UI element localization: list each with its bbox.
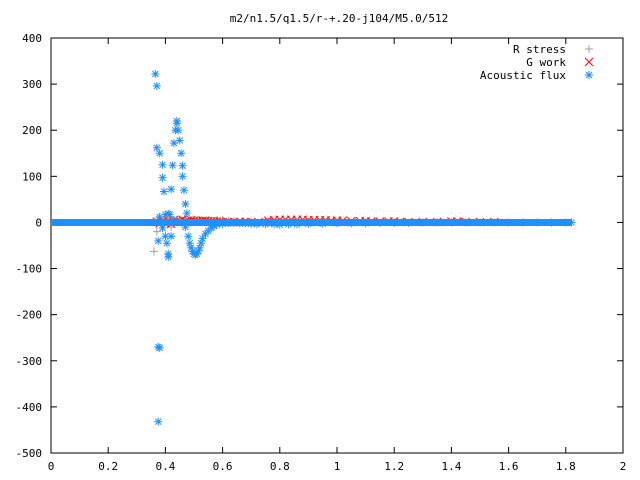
data-point bbox=[158, 223, 167, 232]
x-tick-label: 0.8 bbox=[270, 460, 290, 473]
data-point bbox=[155, 149, 164, 158]
data-point bbox=[162, 239, 171, 248]
data-point bbox=[152, 143, 161, 152]
data-point bbox=[164, 253, 173, 262]
legend-marker bbox=[585, 45, 593, 53]
data-point bbox=[158, 173, 167, 182]
y-tick-label: -500 bbox=[16, 447, 43, 460]
data-point bbox=[175, 136, 184, 145]
data-point bbox=[418, 218, 427, 227]
data-point bbox=[567, 218, 576, 227]
data-point bbox=[547, 218, 556, 227]
data-point bbox=[252, 220, 261, 229]
x-tick-label: 1.8 bbox=[556, 460, 576, 473]
series-acoustic-flux bbox=[51, 69, 576, 426]
legend-label: R stress bbox=[513, 43, 566, 56]
x-axis: 0 0.2 0.4 0.6 0.8 1 1.2 1.4 1.6 1.8 2 bbox=[48, 38, 627, 473]
data-point bbox=[292, 220, 301, 229]
data-point bbox=[361, 219, 370, 228]
data-point bbox=[212, 220, 221, 229]
data-point bbox=[197, 239, 206, 248]
data-point bbox=[224, 219, 233, 228]
legend-marker bbox=[585, 71, 593, 79]
data-point bbox=[261, 220, 270, 229]
y-tick-label: -200 bbox=[16, 309, 43, 322]
y-axis: -500 -400 -300 -200 -100 0 100 200 300 400 bbox=[16, 32, 623, 460]
x-tick-label: 0.6 bbox=[213, 460, 233, 473]
data-point bbox=[533, 218, 542, 227]
data-point bbox=[174, 126, 183, 135]
data-point bbox=[179, 186, 188, 195]
y-tick-label: -300 bbox=[16, 355, 43, 368]
data-point bbox=[375, 218, 384, 227]
data-point bbox=[154, 236, 163, 245]
data-point bbox=[169, 216, 178, 225]
legend-marker bbox=[584, 57, 594, 67]
data-point bbox=[172, 119, 181, 128]
data-point bbox=[154, 417, 163, 426]
data-point bbox=[158, 160, 167, 169]
data-point bbox=[561, 218, 570, 227]
x-tick-label: 1.4 bbox=[441, 460, 461, 473]
y-tick-label: 300 bbox=[22, 78, 42, 91]
data-point bbox=[433, 218, 442, 227]
data-point bbox=[504, 218, 513, 227]
data-point bbox=[177, 149, 186, 158]
y-tick-label: -400 bbox=[16, 401, 43, 414]
data-point bbox=[184, 232, 193, 241]
y-tick-label: -100 bbox=[16, 263, 43, 276]
data-point bbox=[235, 219, 244, 228]
chart-title: m2/n1.5/q1.5/r-+.20-j104/M5.0/512 bbox=[230, 12, 449, 25]
x-tick-label: 1.2 bbox=[384, 460, 404, 473]
y-tick-label: 100 bbox=[22, 170, 42, 183]
data-point bbox=[241, 219, 250, 228]
data-point bbox=[152, 81, 161, 90]
data-point bbox=[151, 69, 160, 78]
data-point bbox=[284, 220, 293, 229]
plot-frame bbox=[50, 37, 624, 454]
data-point bbox=[181, 200, 190, 208]
data-point bbox=[152, 227, 161, 236]
legend-label: G work bbox=[526, 56, 566, 69]
data-point bbox=[476, 218, 484, 227]
data-point bbox=[187, 243, 196, 252]
data-point bbox=[168, 161, 177, 170]
x-tick-label: 0.4 bbox=[155, 460, 175, 473]
data-point bbox=[304, 219, 313, 228]
y-tick-label: 400 bbox=[22, 32, 42, 45]
data-point bbox=[198, 234, 207, 243]
y-tick-label: 200 bbox=[22, 124, 42, 137]
data-point bbox=[390, 218, 399, 227]
data-point bbox=[159, 187, 168, 196]
data-point bbox=[155, 343, 164, 352]
data-point bbox=[275, 220, 284, 229]
data-point bbox=[165, 210, 174, 219]
data-point bbox=[181, 223, 190, 232]
x-tick-label: 0.2 bbox=[98, 460, 118, 473]
x-tick-label: 0 bbox=[48, 460, 55, 473]
data-point bbox=[447, 218, 456, 227]
data-point bbox=[167, 185, 176, 194]
x-tick-label: 2 bbox=[620, 460, 627, 473]
data-point bbox=[182, 209, 191, 218]
data-point bbox=[178, 161, 187, 170]
data-point bbox=[178, 172, 187, 181]
data-point bbox=[167, 232, 176, 241]
data-point bbox=[347, 219, 356, 228]
data-point bbox=[490, 218, 499, 227]
data-point bbox=[149, 247, 158, 256]
x-tick-label: 1 bbox=[334, 460, 341, 473]
data-point bbox=[461, 218, 470, 227]
legend-label: Acoustic flux bbox=[480, 69, 566, 82]
y-tick-label: 0 bbox=[35, 216, 42, 229]
series-layer bbox=[51, 69, 576, 426]
x-tick-label: 1.6 bbox=[499, 460, 519, 473]
data-point bbox=[318, 219, 327, 228]
data-point bbox=[404, 218, 413, 227]
data-point bbox=[155, 212, 164, 221]
data-point bbox=[518, 218, 527, 227]
data-point bbox=[333, 219, 341, 228]
